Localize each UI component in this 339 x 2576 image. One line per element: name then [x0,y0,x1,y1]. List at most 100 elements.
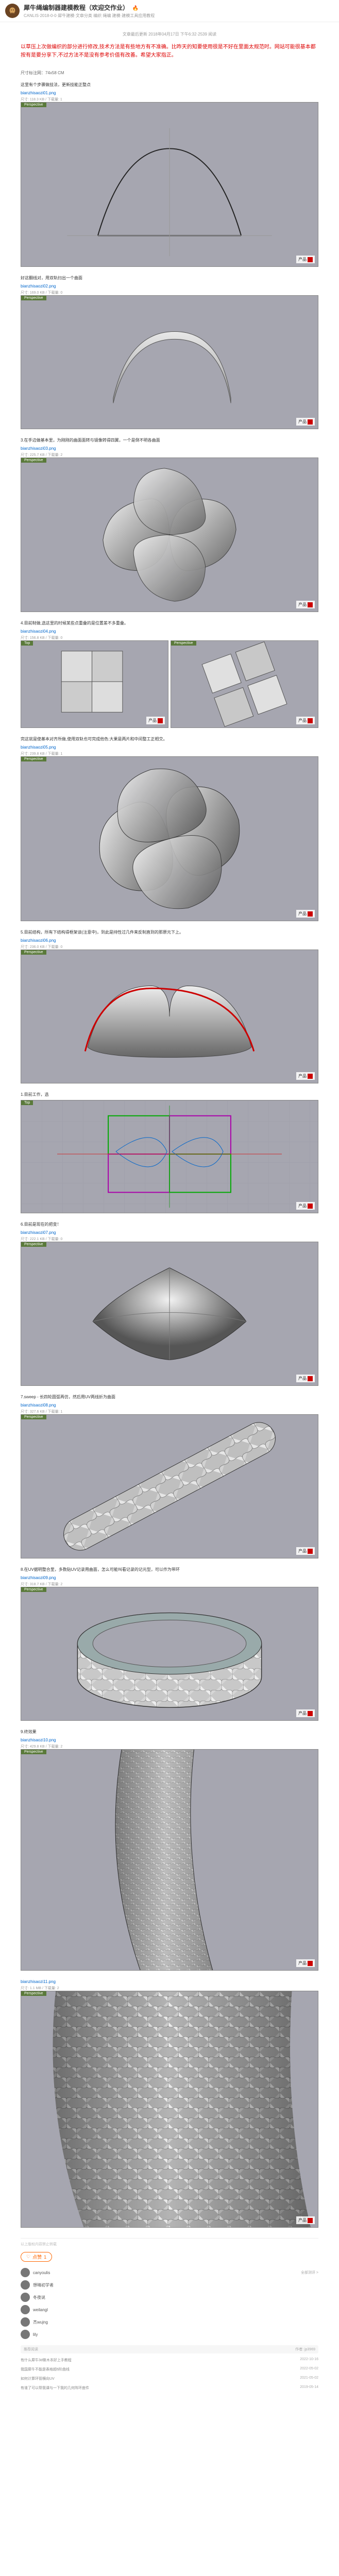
rec-list: 有什么犀牛3d做木本好上手教程2022-10-16我国犀牛不能是表格超6阶曲线2… [21,2355,318,2393]
rhino-viewport: Top产品 [21,1100,318,1213]
viewport-inner [21,1242,318,1385]
step-caption: 7.sweep - 长四轮圆弧再仿，然后用UV两线折为曲面 [21,1394,318,1400]
viewport-label: Perspective [21,950,46,955]
watermark-logo-icon [308,718,313,723]
step-image-link[interactable]: bianzhisaozi09.png [21,1575,56,1580]
rec-row[interactable]: 有什么犀牛3d做木本好上手教程2022-10-16 [21,2355,318,2365]
rhino-viewport: Perspective产品 [21,1414,318,1558]
reactor-row[interactable]: 冬夜说 [21,2293,318,2302]
reactor-more[interactable]: 全部测评 > [301,2270,318,2275]
rhino-viewport: Perspective 产品 [21,1587,318,1721]
reactor-row[interactable]: lily [21,2330,318,2339]
watermark: 产品 [146,717,165,724]
post-title: 犀牛绳编制器建模教程（欢迎交作业） 🔥 [24,3,334,12]
step-image-link[interactable]: bianzhisaozi02.png [21,284,56,289]
copyright: 以上版权内容禁止转载 [21,2242,318,2247]
watermark: 产品 [296,1072,315,1080]
watermark-text: 产品 [298,1073,307,1079]
viewport-inner [21,1100,318,1213]
post-content: 文章最后更新 2018年04月17日 下午6:32·2539 阅读 以草压上次做… [0,22,339,2398]
step-image-link[interactable]: bianzhisaozi04.png [21,629,56,634]
watermark: 产品 [296,418,315,426]
rec-header: 推荐阅读 作者: jp3969 [21,2345,318,2353]
rec-header-left: 推荐阅读 [24,2347,38,2352]
watermark: 产品 [296,256,315,263]
step-image-link[interactable]: bianzhisaozi01.png [21,91,56,95]
watermark-logo-icon [308,1204,313,1209]
step-image-link[interactable]: bianzhisaozi03.png [21,446,56,451]
author-avatar[interactable] [5,4,20,18]
reactor-avatar [21,2330,30,2339]
step-image-link[interactable]: bianzhisaozi08.png [21,1403,56,1408]
watermark-logo-icon [308,911,313,917]
viewport-inner [21,950,318,1083]
step-image-link[interactable]: bianzhisaozi07.png [21,1230,56,1235]
viewport-inner [21,1415,318,1558]
step-image-link[interactable]: bianzhisaozi11.png [21,1979,56,1984]
tutorial-step: 9.终效果 bianzhisaozi10.png 尺寸: 429.8 KB / 下载… [21,1729,318,1971]
step-image-link[interactable]: bianzhisaozi06.png [21,938,56,943]
rhino-viewport: Perspective产品 [21,457,318,612]
rec-row[interactable]: 如何计算环管横向UV2021-05-02 [21,2374,318,2383]
tutorial-step: 7.sweep - 长四轮圆弧再仿，然后用UV两线折为曲面 bianzhisaoz… [21,1394,318,1558]
watermark: 产品 [296,910,315,918]
reactor-row[interactable]: 杰wujng [21,2317,318,2327]
step-image-link[interactable]: bianzhisaozi10.png [21,1738,56,1742]
watermark-logo-icon [308,419,313,425]
watermark-logo-icon [308,602,313,607]
watermark-text: 产品 [298,1203,307,1209]
post-title-text: 犀牛绳编制器建模教程（欢迎交作业） [24,4,129,11]
viewport-label: Perspective [21,1242,46,1247]
viewport-inner [21,1991,318,2227]
watermark: 产品 [296,1959,315,1967]
tutorial-step: 完这就是使基本对齐所做,使用双轨也可完成他色:大果是两片和中间整工正相交。bia… [21,736,318,921]
like-button[interactable]: ♡ 点赞 1 [21,2252,52,2262]
reactor-list: canyoulis全部测评 > 想晴初学者冬夜说 weilangl 杰wujng lil… [21,2268,318,2339]
rec-row[interactable]: 我国犀牛不能是表格超6阶曲线2022-05-02 [21,2365,318,2374]
rec-date: 2022-05-02 [300,2367,318,2372]
step-meta: 尺寸: 318.7 KB / 下载量: 2 [21,1582,318,1587]
rhino-viewport: Perspective产品 [21,756,318,921]
watermark-logo-icon [308,1711,313,1716]
reactor-name: 想晴初学者 [33,2282,54,2288]
watermark-text: 产品 [298,602,307,607]
rec-row[interactable]: 有谁了可以帮我课与一下我的几何阵环座件2019-05-14 [21,2383,318,2393]
step-meta: 尺寸: 236.0 KB / 下载量: 0 [21,944,318,950]
reactor-row[interactable]: canyoulis全部测评 > [21,2268,318,2277]
viewport-inner [21,1750,318,1970]
tutorial-step: 这里有个步骤做技法，更新技能正整点bianzhisaozi01.png尺寸: 1… [21,82,318,267]
watermark: 产品 [296,2216,315,2224]
step-caption: 好这翻线对，用双轨扫出一个曲面 [21,275,318,281]
watermark-text: 产品 [298,1960,307,1966]
reactor-row[interactable]: weilangl [21,2305,318,2314]
viewport-label: Perspective [171,641,196,646]
rhino-viewport: Perspective 产品 [21,950,318,1083]
watermark-text: 产品 [298,1710,307,1716]
rec-title: 如何计算环管横向UV [21,2376,295,2381]
watermark-text: 产品 [298,2217,307,2223]
step-caption: 9.终效果 [21,1729,318,1735]
watermark-text: 产品 [298,1376,307,1381]
viewport-label: Perspective [21,296,46,300]
viewport-label: Perspective [21,1750,46,1754]
step-image-link[interactable]: bianzhisaozi05.png [21,745,56,750]
like-count: 1 [44,2255,46,2260]
step-meta: 尺寸: 169.0 KB / 下载量: 0 [21,290,318,295]
rhino-viewport: Perspective 产品 [21,1991,318,2228]
watermark: 产品 [296,1375,315,1382]
watermark-text: 产品 [148,718,157,723]
reactor-row[interactable]: 想晴初学者 [21,2280,318,2290]
reactor-name: 冬夜说 [33,2295,45,2300]
tutorial-step: 好这翻线对，用双轨扫出一个曲面 bianzhisaozi02.png尺寸: 169… [21,275,318,429]
rhino-viewport: Perspective 产品 [21,1242,318,1386]
viewport-label: Perspective [21,1991,46,1996]
step-meta: 尺寸: 1.1 MB / 下载量: 2 [21,1986,318,1991]
step-caption: 3.在手边做基本里，为刚刚的曲面面转与镜像转得四翼，一个是倒不明各曲面 [21,437,318,444]
viewport-label: Perspective [21,1587,46,1592]
rhino-viewport: Top产品 [21,640,168,728]
step-meta: 尺寸: 429.8 KB / 下载量: 2 [21,1744,318,1749]
watermark-logo-icon [308,1549,313,1554]
watermark: 产品 [296,1547,315,1555]
tutorial-step: 3.在手边做基本里，为刚刚的曲面面转与镜像转得四翼，一个是倒不明各曲面 bianz… [21,437,318,612]
rec-date: 2022-10-16 [300,2358,318,2363]
